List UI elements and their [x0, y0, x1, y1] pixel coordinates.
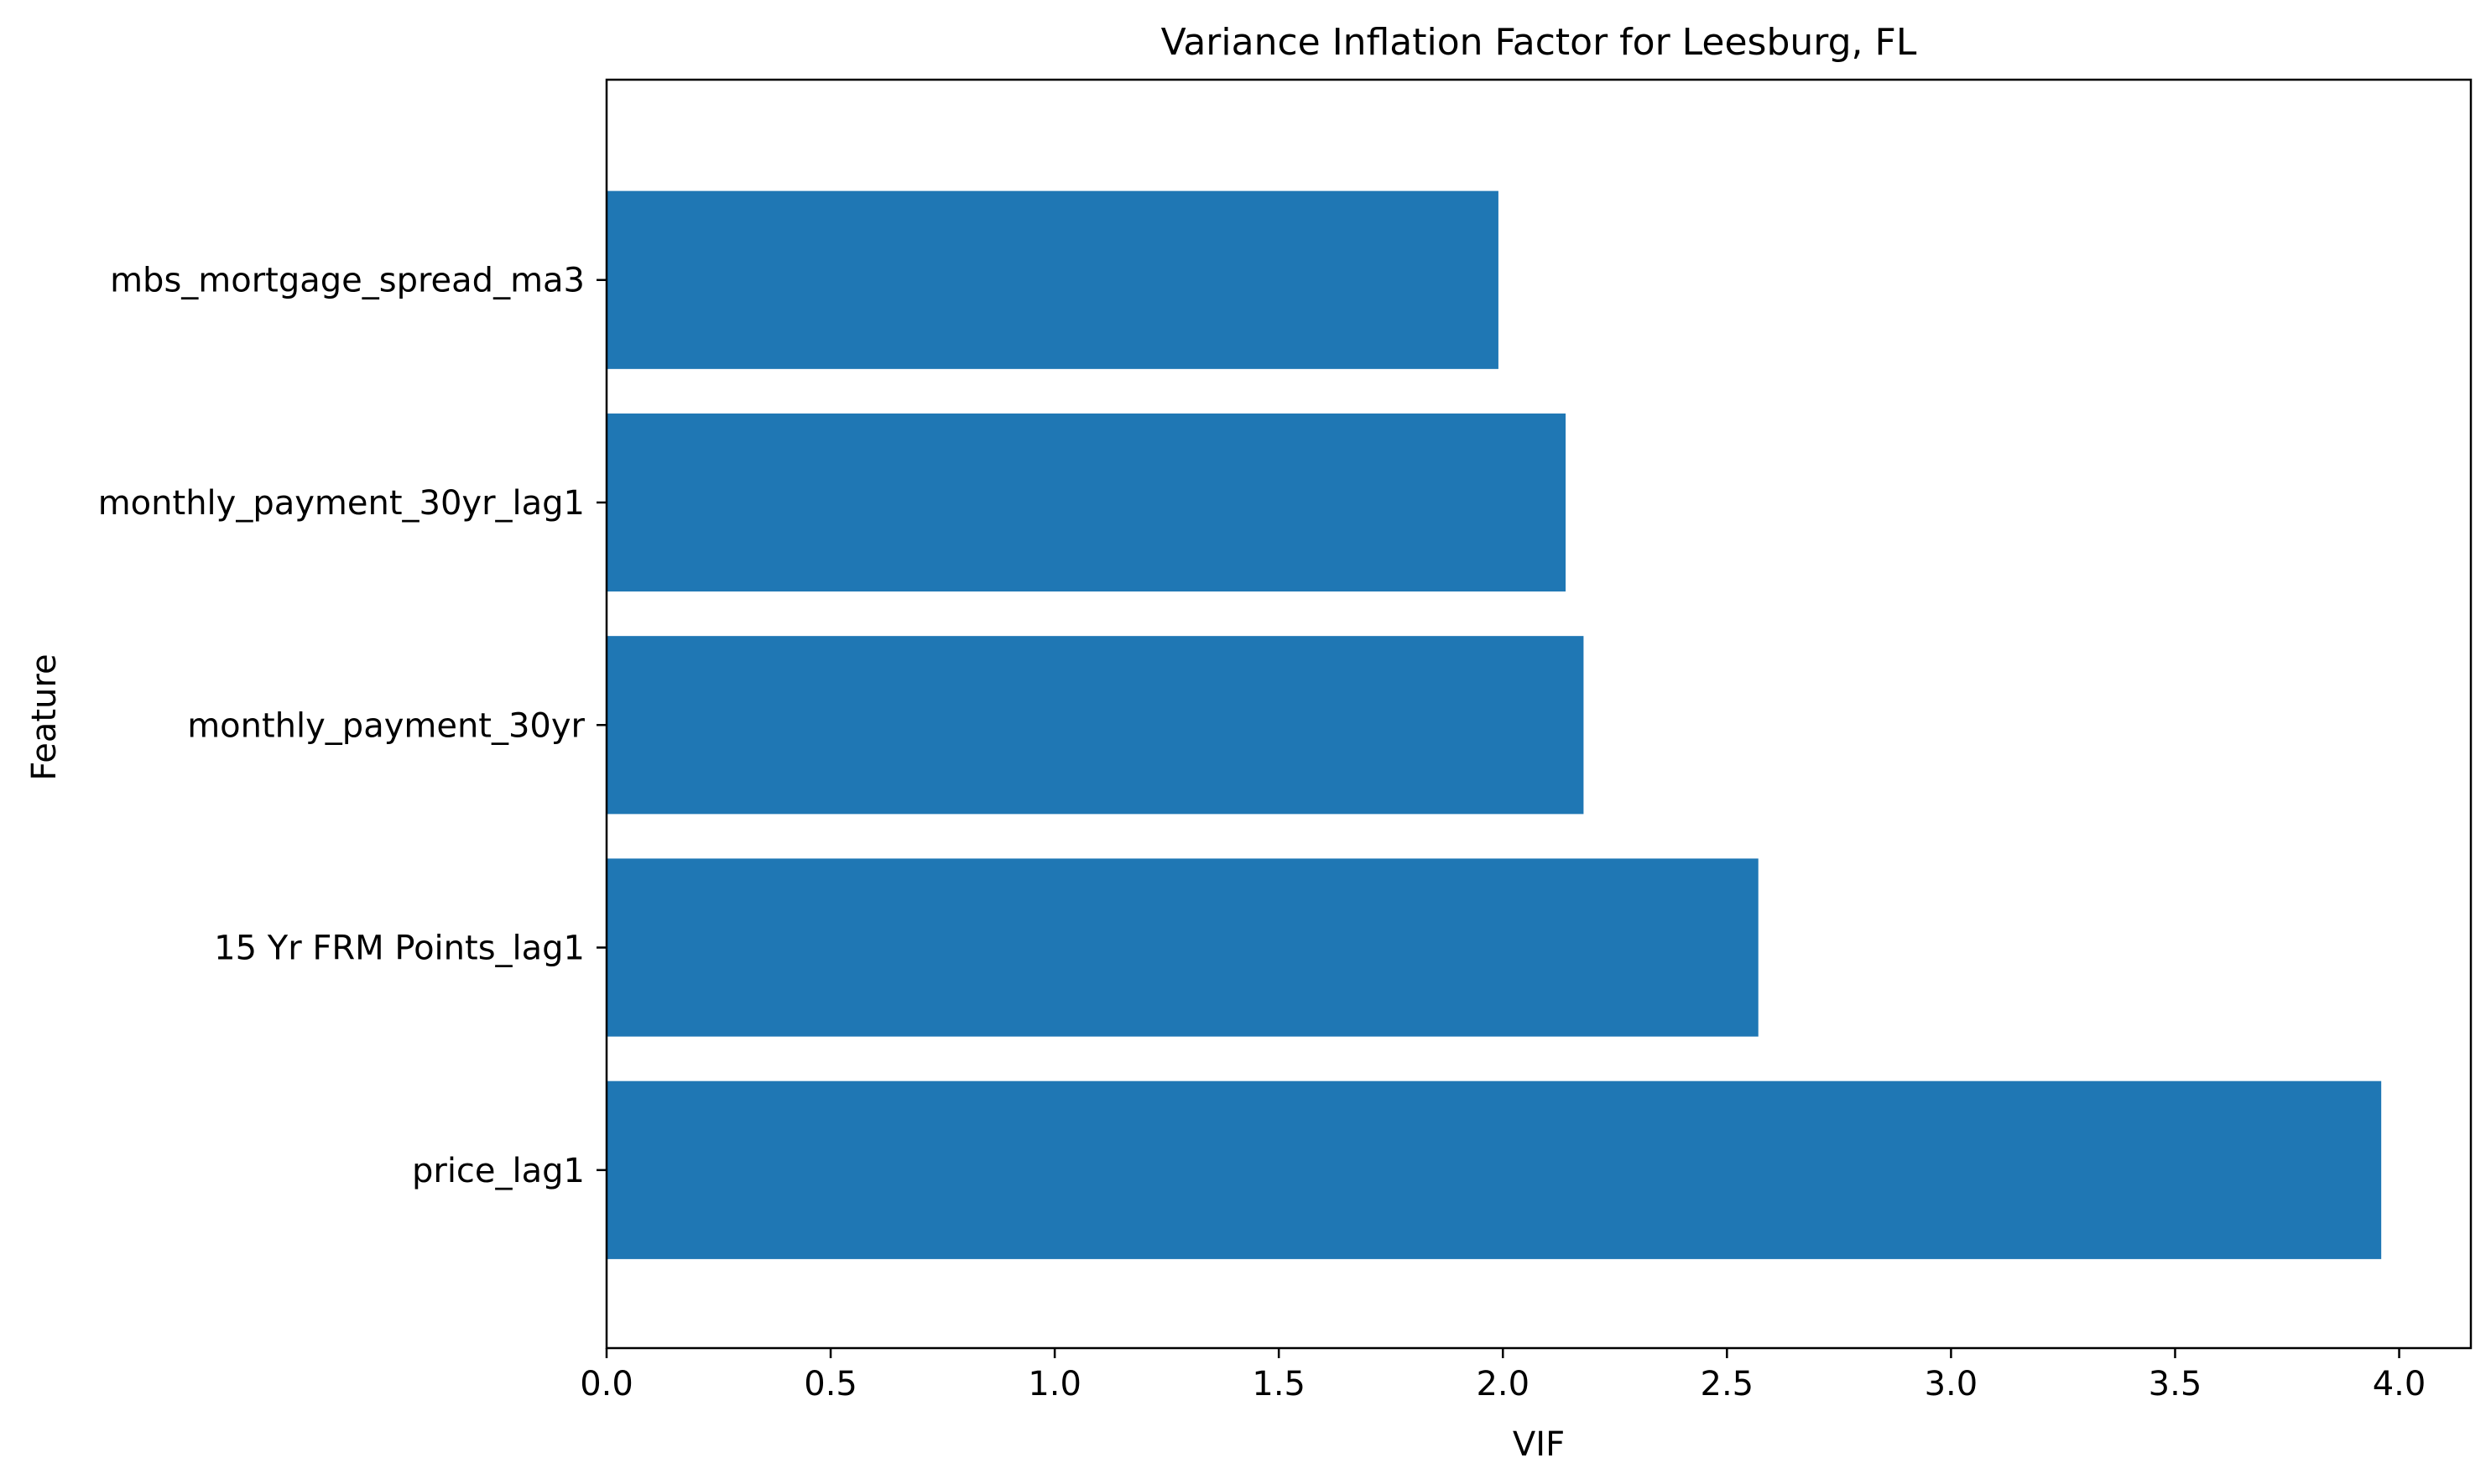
y-tick-label: monthly_payment_30yr_lag1	[98, 484, 585, 523]
chart-title: Variance Inflation Factor for Leesburg, …	[1161, 21, 1917, 64]
x-axis-label: VIF	[1513, 1425, 1565, 1464]
bar-2	[607, 636, 1584, 815]
x-tick-label: 2.5	[1701, 1365, 1754, 1403]
bar-0	[607, 1080, 2382, 1259]
x-tick-label: 0.5	[804, 1365, 857, 1403]
bar-1	[607, 858, 1759, 1037]
x-axis: 0.0 0.5 1.0 1.5 2.0 2.5 3.0 3.5 4.0	[580, 1348, 2426, 1403]
x-tick-label: 4.0	[2373, 1365, 2426, 1403]
bar-3	[607, 413, 1566, 592]
y-tick-label: 15 Yr FRM Points_lag1	[214, 929, 585, 968]
plot-frame	[605, 78, 2473, 1350]
x-tick-label: 1.5	[1252, 1365, 1305, 1403]
x-tick-label: 3.0	[1925, 1365, 1978, 1403]
bars-group	[607, 190, 2382, 1259]
x-tick-label: 0.0	[580, 1365, 633, 1403]
y-tick-label: monthly_payment_30yr	[187, 706, 585, 745]
y-axis: price_lag1 15 Yr FRM Points_lag1 monthly_p…	[98, 262, 607, 1190]
x-tick-label: 2.0	[1476, 1365, 1530, 1403]
y-axis-label: Feature	[25, 653, 64, 780]
x-tick-label: 1.0	[1028, 1365, 1081, 1403]
y-tick-label: mbs_mortgage_spread_ma3	[110, 262, 585, 300]
bar-4	[607, 190, 1498, 369]
y-tick-label: price_lag1	[412, 1152, 585, 1190]
x-tick-label: 3.5	[2149, 1365, 2202, 1403]
